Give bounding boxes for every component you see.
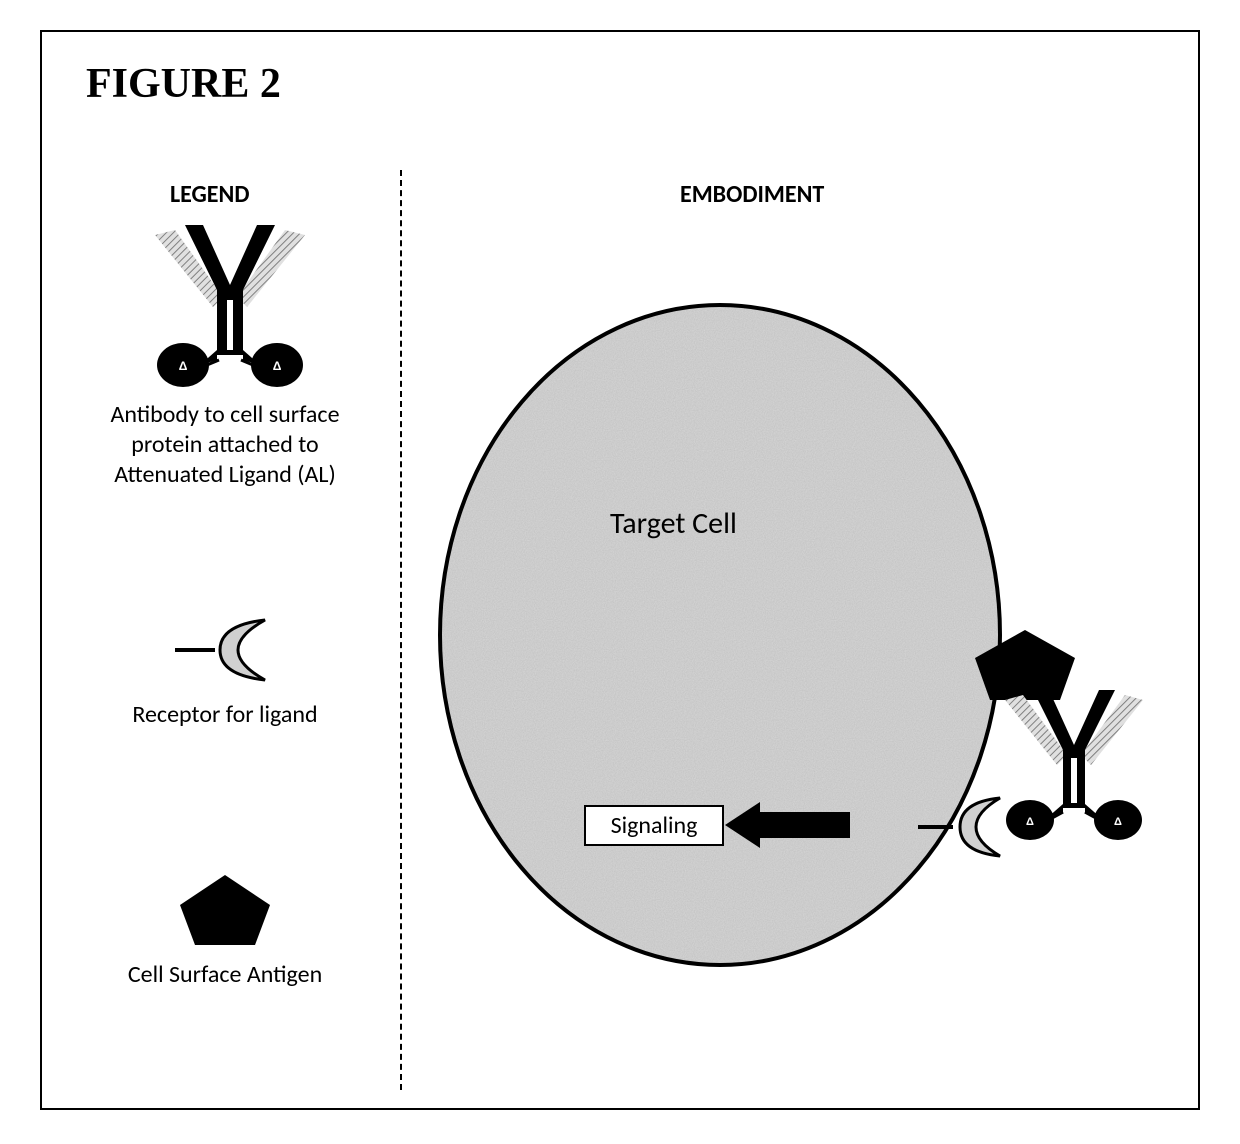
svg-text:Δ: Δ bbox=[1026, 816, 1034, 828]
embodiment-antigen-icon bbox=[975, 630, 1075, 700]
legend-embodiment-divider bbox=[400, 170, 402, 1090]
receptor-legend-label: Receptor for ligand bbox=[95, 700, 355, 730]
antigen-legend-label: Cell Surface Antigen bbox=[95, 960, 355, 990]
svg-text:Δ: Δ bbox=[179, 359, 188, 373]
embodiment-header: EMBODIMENT bbox=[680, 180, 824, 209]
embodiment-antibody-antigen-complex-icon: Δ Δ bbox=[960, 620, 1190, 860]
figure-title: FIGURE 2 bbox=[86, 60, 281, 108]
receptor-icon bbox=[170, 610, 280, 690]
svg-text:Δ: Δ bbox=[1114, 816, 1122, 828]
target-cell bbox=[420, 285, 1040, 985]
svg-text:Δ: Δ bbox=[273, 359, 282, 373]
antigen-icon bbox=[175, 870, 275, 950]
signaling-label-box: Signaling bbox=[584, 805, 724, 846]
signaling-arrow-icon bbox=[720, 800, 860, 850]
antibody-with-ligand-icon: Δ Δ bbox=[145, 225, 315, 395]
legend-header: LEGEND bbox=[170, 180, 249, 209]
antibody-legend-label: Antibody to cell surface protein attache… bbox=[95, 400, 355, 490]
target-cell-label: Target Cell bbox=[610, 505, 737, 542]
